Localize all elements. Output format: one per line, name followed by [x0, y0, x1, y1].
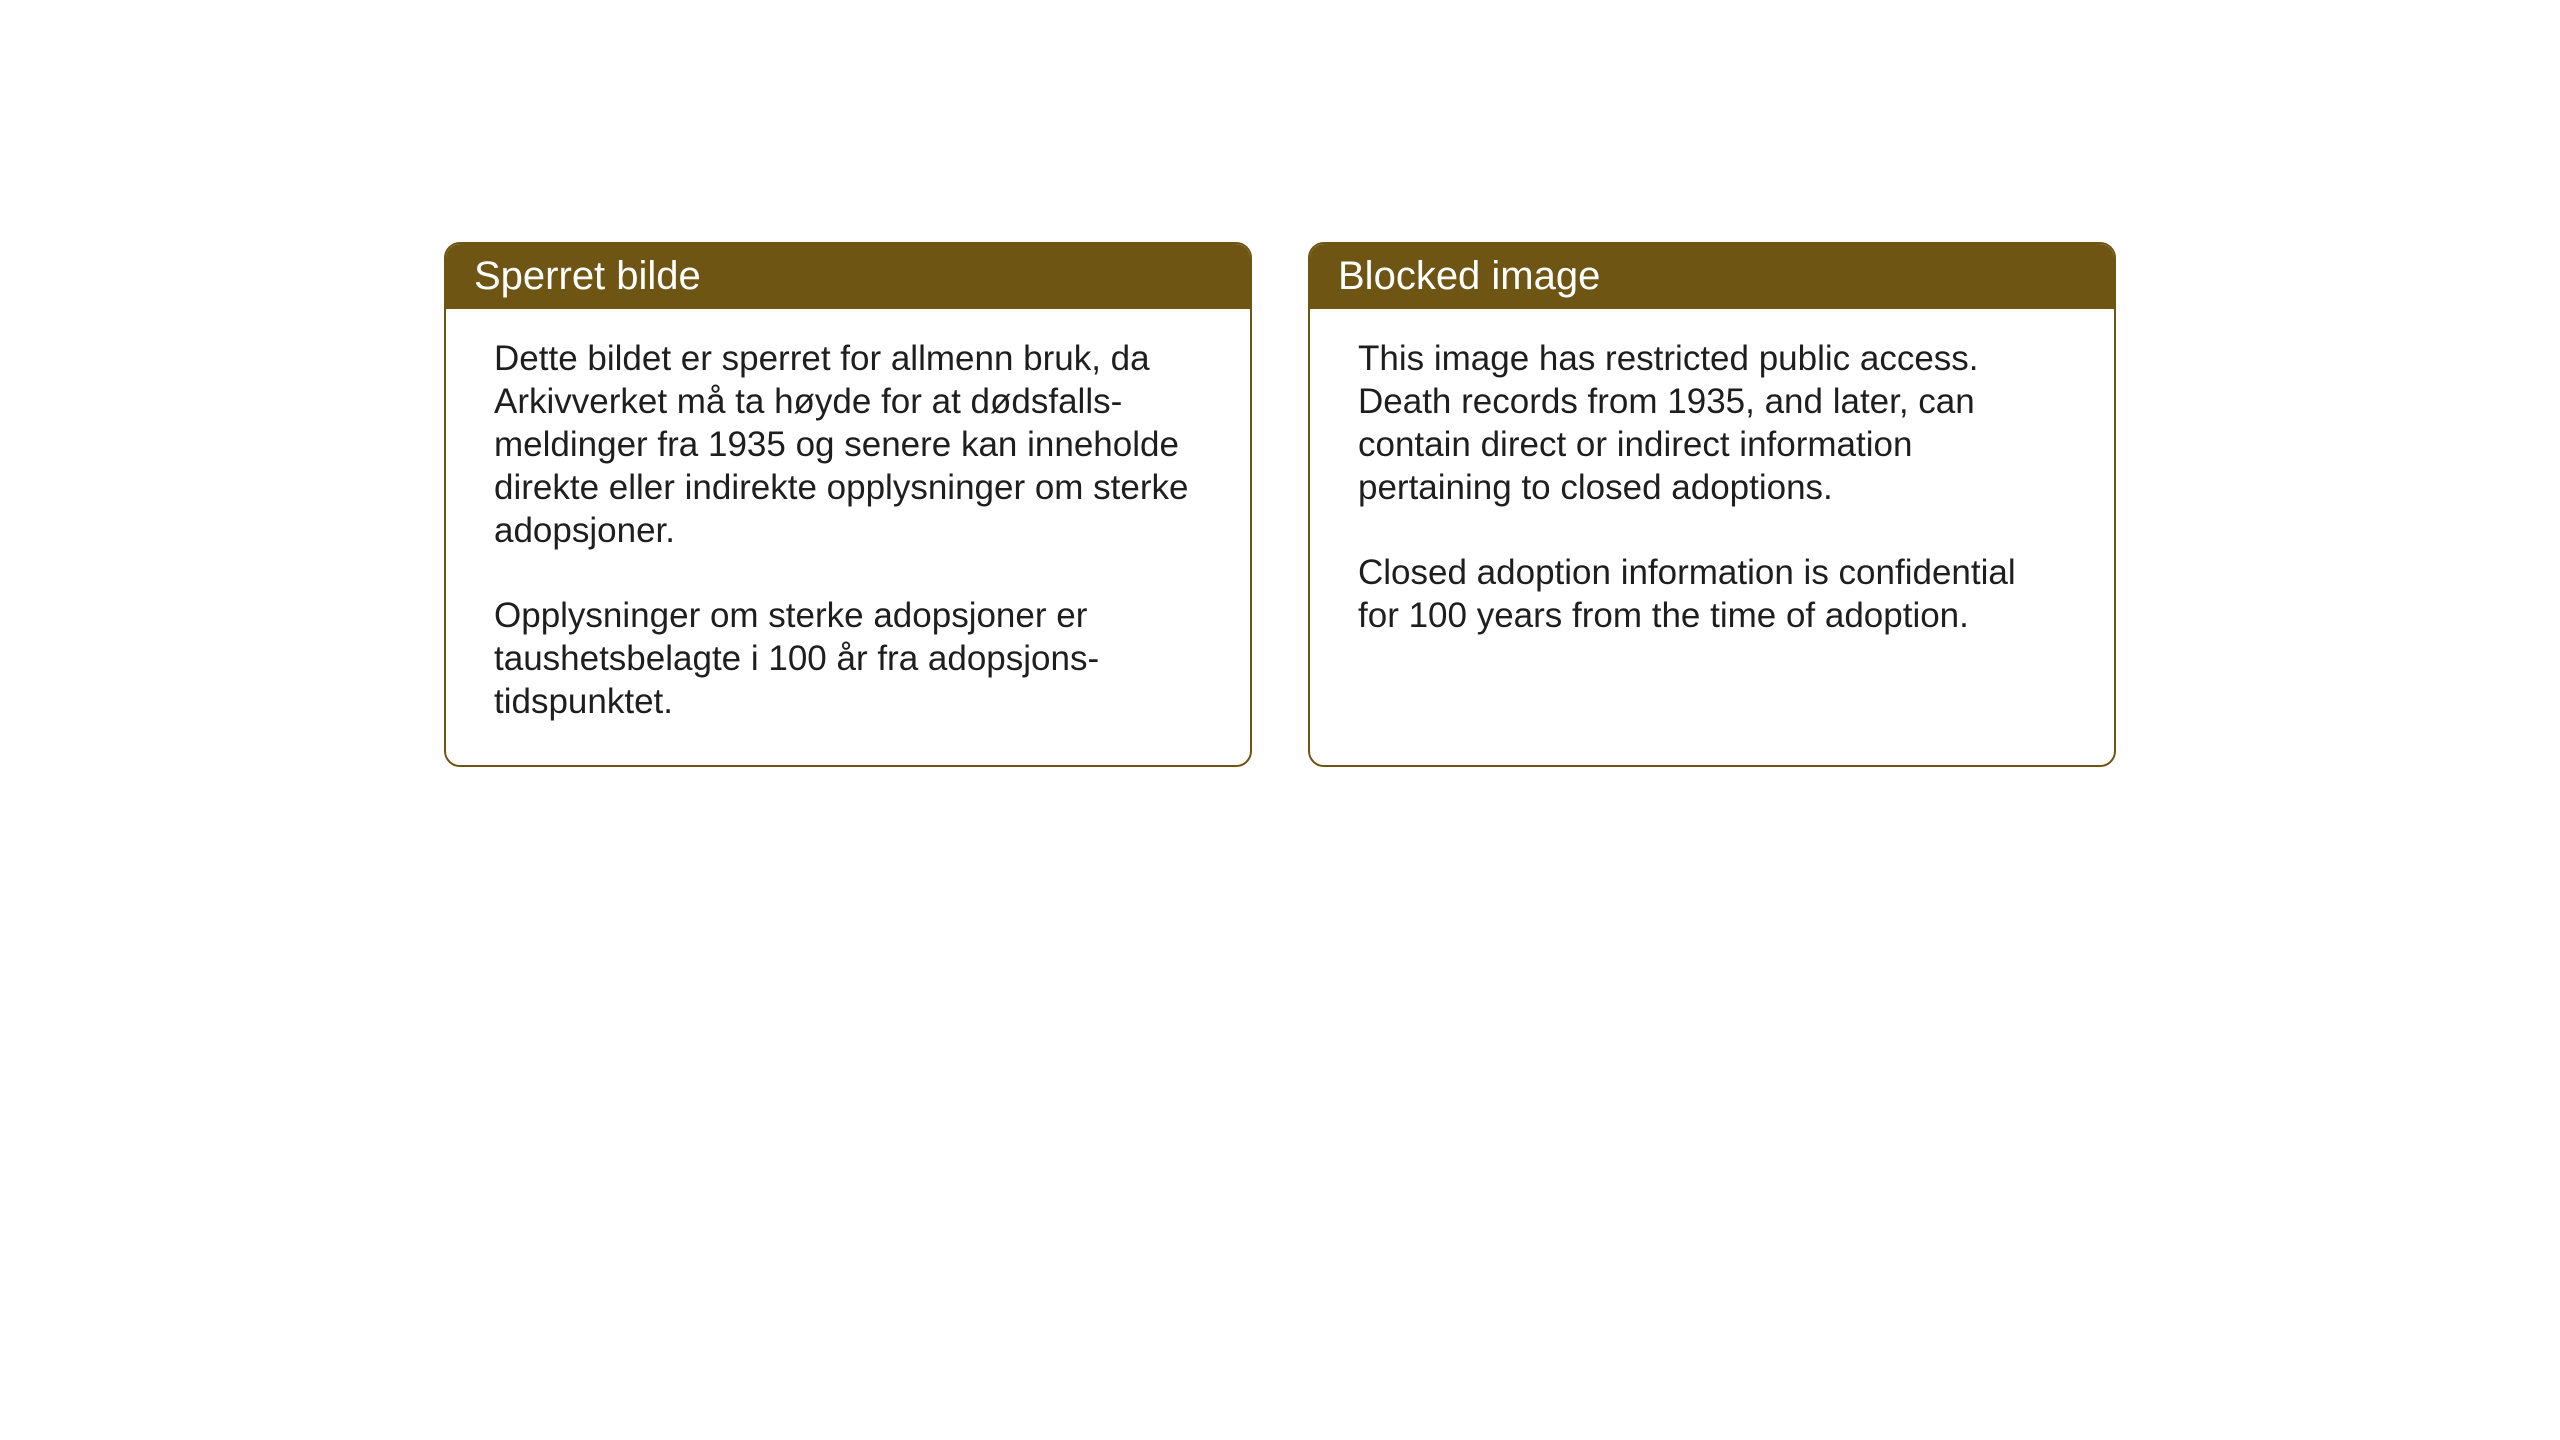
english-paragraph-2: Closed adoption information is confident…	[1358, 551, 2066, 637]
norwegian-paragraph-1: Dette bildet er sperret for allmenn bruk…	[494, 337, 1202, 552]
norwegian-card-body: Dette bildet er sperret for allmenn bruk…	[446, 309, 1250, 765]
english-card-title: Blocked image	[1338, 254, 1600, 298]
english-card-body: This image has restricted public access.…	[1310, 309, 2114, 749]
english-paragraph-1: This image has restricted public access.…	[1358, 337, 2066, 509]
english-notice-card: Blocked image This image has restricted …	[1308, 242, 2116, 767]
norwegian-card-title: Sperret bilde	[474, 254, 701, 298]
norwegian-card-header: Sperret bilde	[446, 244, 1250, 309]
norwegian-paragraph-2: Opplysninger om sterke adopsjoner er tau…	[494, 594, 1202, 723]
notice-cards-container: Sperret bilde Dette bildet er sperret fo…	[444, 242, 2116, 767]
norwegian-notice-card: Sperret bilde Dette bildet er sperret fo…	[444, 242, 1252, 767]
english-card-header: Blocked image	[1310, 244, 2114, 309]
